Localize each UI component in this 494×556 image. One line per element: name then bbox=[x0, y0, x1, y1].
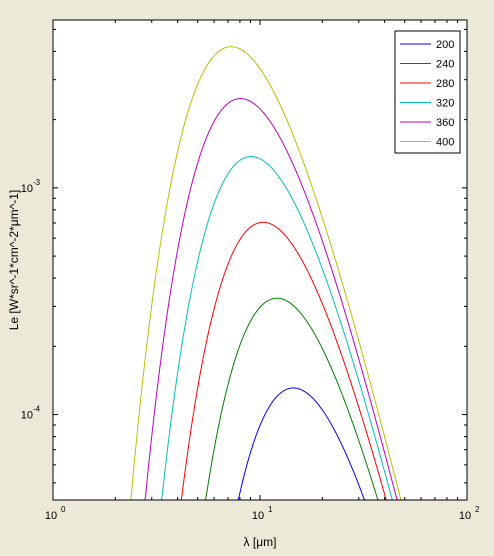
legend-label-400: 400 bbox=[436, 137, 454, 149]
x-tick-label-exponent: 1 bbox=[268, 505, 273, 514]
ticks-layer bbox=[52, 20, 468, 500]
y-tick-label: 10 bbox=[21, 183, 33, 195]
x-tick-label: 10 bbox=[459, 510, 471, 522]
x-tick-label: 10 bbox=[45, 510, 57, 522]
legend-label-280: 280 bbox=[436, 78, 454, 90]
y-axis-label: Le [W*sr^-1*cm^-2*μm^-1] bbox=[7, 190, 21, 331]
x-tick-label-exponent: 0 bbox=[61, 505, 66, 514]
legend: 200 240 280 320 360 400 bbox=[394, 30, 461, 154]
legend-label-200: 200 bbox=[436, 39, 454, 51]
legend-box bbox=[394, 30, 461, 154]
legend-label-320: 320 bbox=[436, 98, 454, 110]
y-tick-label: 10 bbox=[21, 410, 33, 422]
x-tick-label: 10 bbox=[252, 510, 264, 522]
x-tick-label-exponent: 2 bbox=[475, 505, 480, 514]
y-tick-label-exponent: -4 bbox=[33, 405, 41, 414]
legend-label-240: 240 bbox=[436, 59, 454, 71]
legend-label-360: 360 bbox=[436, 117, 454, 129]
y-tick-label-exponent: -3 bbox=[33, 178, 41, 187]
x-axis-label: λ [μm] bbox=[244, 535, 277, 549]
